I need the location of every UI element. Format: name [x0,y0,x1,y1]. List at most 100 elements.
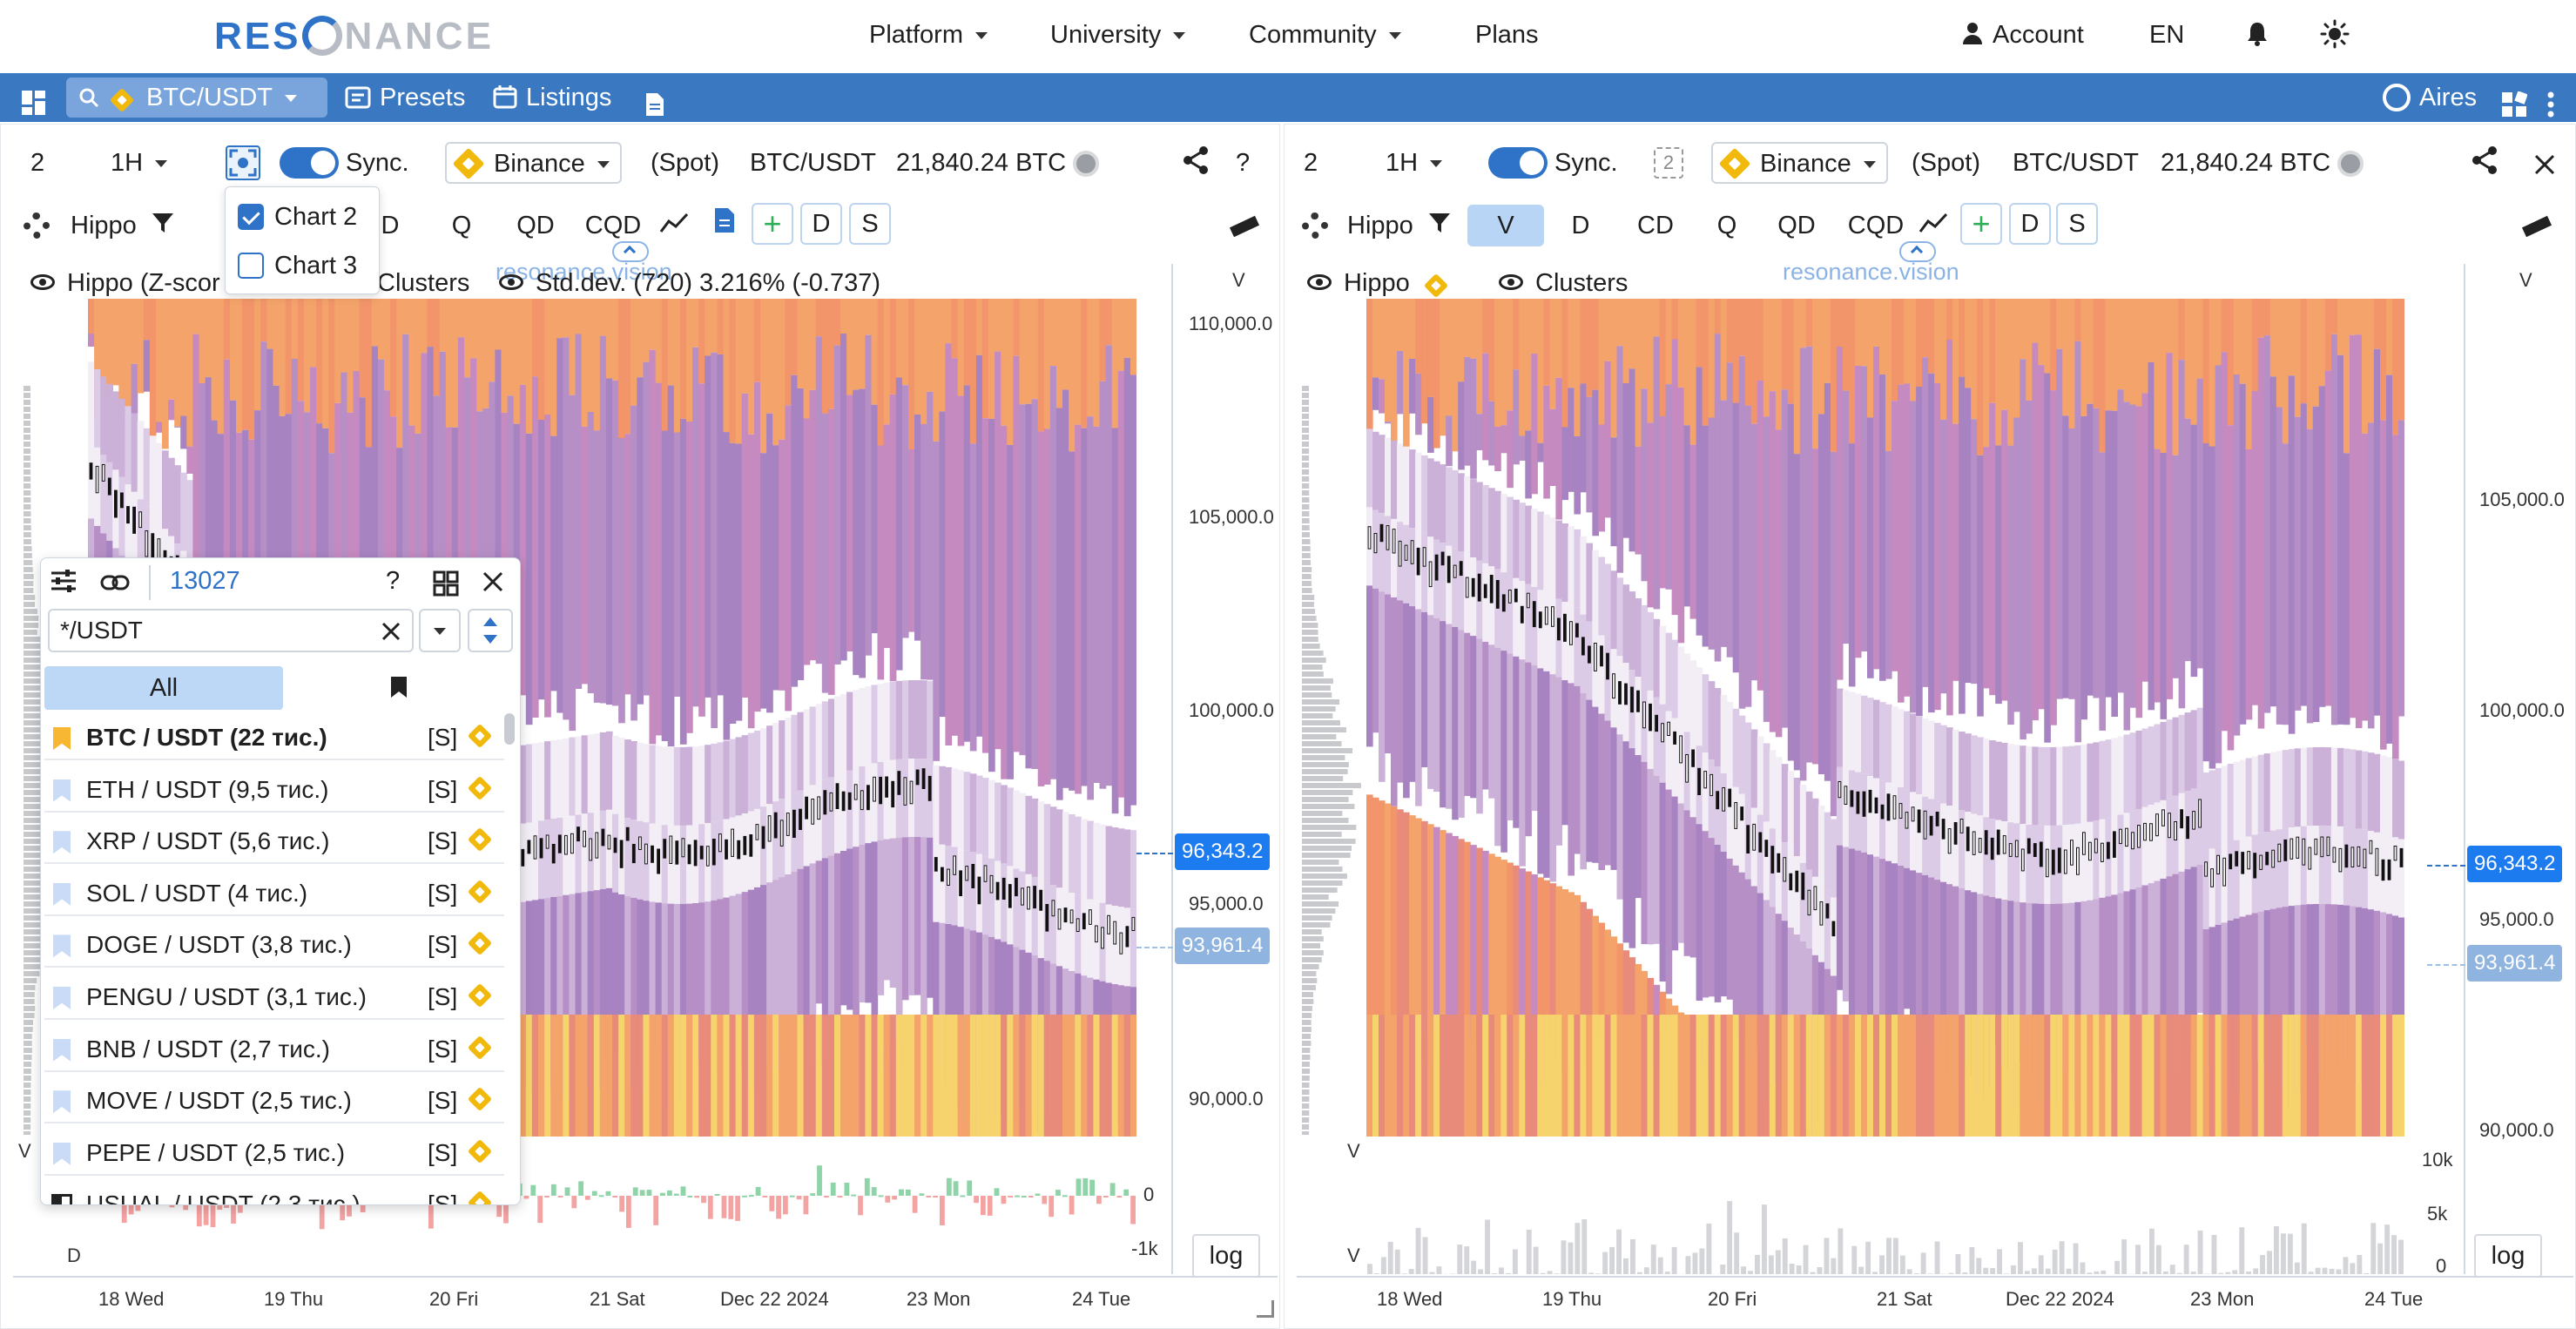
close-chart-button[interactable] [2533,149,2556,187]
tab-bookmarks[interactable] [389,675,408,704]
presets-button[interactable]: Presets [345,73,465,122]
mode-d[interactable]: D [1571,212,1590,239]
clear-icon[interactable] [381,621,401,642]
checkbox-checked-icon[interactable] [238,204,264,230]
bookmark-icon[interactable] [53,1038,71,1062]
legend-clusters[interactable]: Clusters [377,269,470,297]
symbol-row[interactable]: BTC / USDT (22 тис.) [S] [44,715,504,760]
popup-help-button[interactable]: ? [386,567,401,595]
notifications-button[interactable] [2245,21,2269,56]
notes-button[interactable] [713,206,736,245]
layout-count[interactable]: 2 [1304,149,1318,177]
ruler-button[interactable] [1229,210,1260,248]
extra-s-button[interactable]: S [849,203,891,245]
timeframe-select[interactable]: 1H [1386,144,1443,182]
popup-settings-button[interactable] [50,569,78,600]
legend-hippo[interactable]: Hippo (Z-scor [30,266,220,300]
symbol-row[interactable]: MOVE / USDT (2,5 тис.) [S] [44,1078,504,1124]
nav-community[interactable]: Community [1249,17,1401,52]
symbol-row[interactable]: DOGE / USDT (3,8 тис.) [S] [44,922,504,968]
symbol-row[interactable]: PEPE / USDT (2,5 тис.) [S] [44,1130,504,1176]
bookmark-icon[interactable] [53,831,71,854]
nav-university[interactable]: University [1050,17,1186,52]
mode-d[interactable]: D [381,212,400,239]
symbol-row[interactable]: BNB / USDT (2,7 тис.) [S] [44,1027,504,1072]
more-options-button[interactable] [2546,85,2555,118]
widgets-button[interactable] [2501,85,2528,117]
layout-count[interactable]: 2 [30,149,45,177]
exchange-select[interactable]: Binance [445,142,622,184]
mode-v[interactable]: V [1467,205,1544,246]
nav-plans[interactable]: Plans [1475,17,1539,52]
mode-cd[interactable]: CD [1637,212,1674,239]
help-button[interactable]: ? [1236,149,1251,177]
mode-qd[interactable]: QD [516,212,555,239]
symbol-row[interactable]: ETH / USDT (9,5 тис.) [S] [44,767,504,813]
extra-d-button[interactable]: D [800,203,842,245]
line-tool-button[interactable] [659,208,689,246]
document-button[interactable] [644,85,665,116]
dropdown-item-chart-3[interactable]: Chart 3 [238,248,357,283]
mode-q[interactable]: Q [1716,212,1737,239]
line-tool-button[interactable] [1919,208,1948,246]
extra-d-button[interactable]: D [2009,203,2051,245]
settings-button[interactable] [1302,206,1328,245]
chart-link-button[interactable] [226,145,260,180]
ruler-button[interactable] [2521,210,2552,248]
popup-close-button[interactable] [482,570,504,600]
bookmark-icon[interactable] [53,1090,71,1114]
filter-button[interactable] [1427,208,1452,246]
log-scale-button[interactable]: log [1192,1234,1260,1278]
chart-link-number[interactable]: 2 [1654,147,1683,179]
indicator-name[interactable]: Hippo [1347,212,1413,239]
log-scale-button[interactable]: log [2474,1234,2542,1278]
symbol-row[interactable]: SOL / USDT (4 тис.) [S] [44,871,504,916]
collapse-toggle[interactable] [612,241,649,262]
sort-button[interactable] [468,609,513,652]
mode-cqd[interactable]: CQD [1847,212,1905,239]
resonance-logo[interactable]: RES NANCE [214,12,494,61]
checkbox-unchecked-icon[interactable] [238,253,264,279]
exchange-select[interactable]: Binance [1711,142,1888,184]
popup-grid-button[interactable] [433,570,459,604]
bookmark-icon[interactable] [53,727,71,750]
sync-toggle[interactable]: Sync. [1488,144,1618,182]
symbol-selector-button[interactable]: BTC/USDT [66,78,327,118]
add-indicator-button[interactable]: + [752,203,793,245]
filter-button[interactable] [151,208,175,246]
nav-platform[interactable]: Platform [869,17,988,52]
dashboard-button[interactable] [21,84,47,115]
timeframe-select[interactable]: 1H [111,144,168,182]
mode-q[interactable]: Q [451,212,472,239]
bookmark-icon[interactable] [53,987,71,1009]
bookmark-icon[interactable] [53,934,71,958]
language-switch[interactable]: EN [2149,21,2185,49]
heatmap-right[interactable] [1366,299,2404,1137]
sync-toggle[interactable]: Sync. [280,144,409,182]
legend-clusters[interactable]: Clusters [1499,266,1628,300]
aires-button[interactable]: Aires [2383,73,2477,122]
tab-all[interactable]: All [44,666,283,710]
symbol-row[interactable]: XRP / USDT (5,6 тис.) [S] [44,819,504,865]
filter-dropdown-button[interactable] [419,609,461,652]
legend-stddev[interactable]: Std.dev. (720) 3.216% (-0.737) [499,266,880,300]
share-button[interactable] [2471,145,2498,184]
bookmark-icon[interactable] [53,1142,71,1165]
mode-qd[interactable]: QD [1777,212,1816,239]
dropdown-item-chart-2[interactable]: Chart 2 [238,199,357,234]
indicator-name[interactable]: Hippo [71,212,137,239]
account-button[interactable]: Account [1961,17,2084,52]
scrollbar-thumb[interactable] [504,713,515,745]
share-button[interactable] [1182,145,1210,184]
settings-button[interactable] [24,206,50,245]
symbol-row[interactable]: USUAL / USDT (2,3 тис.) [S] [44,1182,504,1204]
bookmark-icon[interactable] [53,882,71,906]
extra-s-button[interactable]: S [2056,203,2098,245]
resize-handle[interactable] [1257,1300,1274,1318]
listings-button[interactable]: Listings [493,73,611,122]
bookmark-icon[interactable] [53,779,71,802]
add-indicator-button[interactable]: + [1960,203,2002,245]
legend-hippo[interactable]: Hippo [1307,266,1448,300]
mode-cqd[interactable]: CQD [584,212,642,239]
collapse-toggle[interactable] [1899,241,1936,262]
